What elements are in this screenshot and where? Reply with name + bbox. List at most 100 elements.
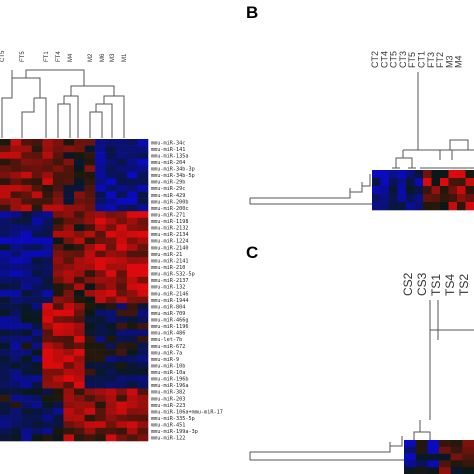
row-label: mmu-miR-2134 bbox=[151, 232, 188, 238]
column-label: FT5 bbox=[407, 52, 417, 68]
heatmap-cell bbox=[63, 184, 75, 192]
heatmap-cell bbox=[84, 408, 96, 416]
heatmap-cell bbox=[74, 224, 85, 232]
heatmap-cell bbox=[116, 408, 128, 416]
heatmap-cell bbox=[52, 224, 64, 232]
heatmap-cell bbox=[10, 296, 22, 304]
heatmap-cell bbox=[0, 375, 11, 383]
heatmap-cell bbox=[21, 388, 33, 396]
heatmap-cell bbox=[389, 178, 398, 187]
heatmap-cell bbox=[423, 178, 432, 187]
heatmap-cell bbox=[126, 184, 138, 192]
heatmap-cell bbox=[52, 335, 64, 343]
heatmap-cell bbox=[389, 186, 398, 195]
heatmap-cell bbox=[63, 237, 75, 245]
heatmap-cell bbox=[0, 329, 11, 337]
heatmap-cell bbox=[415, 440, 428, 448]
heatmap-cell bbox=[126, 158, 138, 166]
heatmap-cell bbox=[10, 434, 22, 442]
heatmap-cell bbox=[84, 198, 96, 205]
heatmap-cell bbox=[0, 217, 11, 225]
heatmap-cell bbox=[95, 381, 107, 389]
heatmap-cell bbox=[10, 152, 22, 159]
heatmap-cell bbox=[105, 165, 117, 173]
heatmap-cell bbox=[10, 290, 22, 297]
heatmap-cell bbox=[52, 408, 64, 416]
heatmap-cell bbox=[105, 158, 117, 166]
row-label: mmu-miR-382 bbox=[151, 390, 185, 396]
heatmap-cell bbox=[84, 290, 96, 297]
heatmap-cell bbox=[63, 427, 75, 435]
heatmap-cell bbox=[42, 171, 54, 179]
heatmap-cell bbox=[74, 309, 85, 317]
heatmap-cell bbox=[74, 362, 85, 370]
heatmap-cell bbox=[84, 145, 96, 153]
heatmap-cell bbox=[116, 421, 128, 429]
heatmap-cell bbox=[74, 145, 85, 153]
heatmap-cell bbox=[21, 211, 33, 219]
heatmap-cell bbox=[10, 329, 22, 337]
heatmap-cell bbox=[414, 202, 424, 211]
heatmap-cell bbox=[84, 335, 96, 343]
heatmap-cell bbox=[52, 355, 64, 363]
heatmap-cell bbox=[105, 139, 117, 146]
heatmap-cell bbox=[84, 165, 96, 173]
heatmap-cell bbox=[126, 414, 138, 422]
heatmap-cell bbox=[372, 170, 381, 179]
heatmap-cell bbox=[439, 440, 451, 448]
heatmap-cell bbox=[74, 217, 85, 225]
heatmap-cell bbox=[10, 401, 22, 409]
heatmap-cell bbox=[423, 202, 432, 211]
heatmap-cell bbox=[105, 388, 117, 396]
heatmap-cell bbox=[21, 395, 33, 402]
heatmap-cell bbox=[105, 309, 117, 317]
heatmap-cell bbox=[42, 362, 54, 370]
heatmap-cell bbox=[95, 368, 107, 376]
heatmap-cell bbox=[126, 362, 138, 370]
heatmap-cell bbox=[95, 145, 107, 153]
heatmap-cell bbox=[52, 244, 64, 251]
heatmap-cell bbox=[137, 171, 149, 179]
heatmap-cell bbox=[10, 250, 22, 258]
heatmap-cell bbox=[21, 198, 33, 205]
heatmap-cell bbox=[42, 257, 54, 265]
heatmap-cell bbox=[116, 296, 128, 304]
heatmap-cell bbox=[42, 283, 54, 291]
heatmap-cell bbox=[95, 290, 107, 297]
heatmap-cell bbox=[0, 178, 11, 186]
heatmap-cell bbox=[462, 460, 474, 468]
heatmap-cell bbox=[10, 349, 22, 356]
row-label: mmu-miR-29c bbox=[151, 186, 185, 192]
heatmap-cell bbox=[31, 230, 43, 238]
heatmap-cell bbox=[31, 375, 43, 383]
heatmap-cell bbox=[0, 250, 11, 258]
heatmap-cell bbox=[10, 257, 22, 265]
heatmap-cell bbox=[389, 202, 398, 211]
heatmap-cell bbox=[116, 316, 128, 324]
heatmap-cell bbox=[423, 186, 432, 195]
heatmap-cell bbox=[0, 145, 11, 153]
heatmap-cell bbox=[52, 276, 64, 284]
heatmap-cell bbox=[21, 184, 33, 192]
heatmap-cell bbox=[10, 165, 22, 173]
heatmap-cell bbox=[116, 230, 128, 238]
heatmap-cell bbox=[406, 186, 415, 195]
heatmap-cell bbox=[10, 309, 22, 317]
heatmap-cell bbox=[63, 434, 75, 442]
heatmap-cell bbox=[137, 250, 149, 258]
heatmap-cell bbox=[415, 446, 428, 454]
heatmap-cell bbox=[105, 263, 117, 271]
heatmap-cell bbox=[52, 362, 64, 370]
heatmap-cell bbox=[52, 283, 64, 291]
heatmap-cell bbox=[448, 202, 458, 211]
heatmap-cell bbox=[21, 270, 33, 278]
row-label: mmu-miR-804 bbox=[151, 304, 185, 310]
heatmap-cell bbox=[42, 401, 54, 409]
heatmap-cell bbox=[415, 460, 428, 468]
heatmap-cell bbox=[84, 184, 96, 192]
heatmap-cell bbox=[74, 191, 85, 199]
dendro-branch bbox=[12, 77, 41, 98]
heatmap-cell bbox=[74, 322, 85, 330]
row-label: mmu-miR-486 bbox=[151, 331, 185, 337]
heatmap-cell bbox=[423, 194, 432, 203]
